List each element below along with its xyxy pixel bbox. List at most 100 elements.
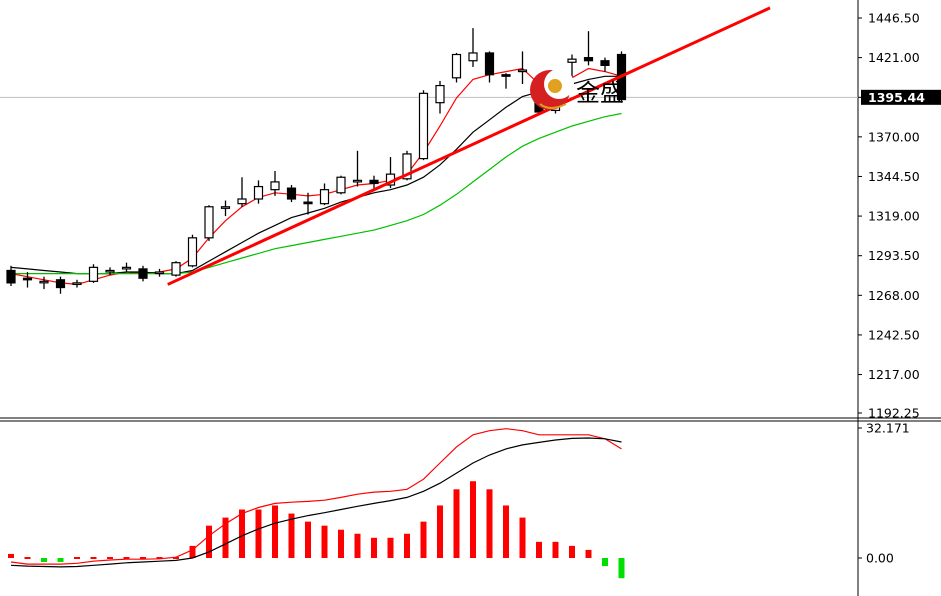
candle-body [237, 198, 247, 205]
histogram-bar [41, 558, 47, 563]
histogram-bar [437, 505, 443, 558]
histogram-bar [255, 509, 262, 558]
candle-body [171, 262, 181, 276]
candlestick [220, 200, 231, 217]
candle-body [319, 189, 330, 205]
y-tick-label: 1319.00 [868, 209, 920, 224]
candlestick [501, 73, 511, 89]
current-price-label: 1395.44 [868, 90, 925, 105]
moving-average-line-1 [10, 67, 622, 286]
histogram-bar [354, 533, 361, 558]
histogram-bar [206, 525, 212, 558]
candlestick [237, 177, 247, 207]
candlestick [517, 51, 528, 85]
candlestick [187, 234, 198, 268]
candlestick [72, 279, 82, 288]
y-tick-label: 1242.50 [868, 327, 920, 342]
candle-body [55, 279, 66, 289]
candlestick [468, 28, 478, 67]
candlestick [484, 51, 495, 83]
histogram-bar [8, 553, 14, 558]
candle-body [402, 153, 412, 180]
histogram-bar [288, 513, 295, 558]
histogram-bar [602, 558, 608, 567]
candlestick [171, 261, 181, 277]
candle-body [22, 277, 33, 281]
candle-body [121, 266, 132, 270]
histogram-bar [486, 489, 493, 558]
histogram-bar [387, 537, 394, 558]
candlestick [418, 90, 429, 161]
histogram-bar [189, 545, 196, 558]
y-tick-label: 1192.25 [868, 406, 920, 421]
candlestick [121, 262, 132, 273]
y-tick-label: 1370.00 [868, 129, 920, 144]
histogram-bar [321, 525, 328, 558]
candlestick [352, 150, 363, 187]
macd-tick-label: 0.00 [866, 551, 894, 566]
candle-body [187, 237, 198, 267]
candle-body [418, 92, 429, 160]
candlestick [39, 276, 49, 290]
candle-body [517, 69, 528, 73]
candle-body [583, 57, 594, 62]
y-tick-label: 1344.50 [868, 169, 920, 184]
histogram-bar [569, 545, 575, 558]
candlestick [286, 185, 297, 203]
candlestick [270, 171, 280, 196]
candle-body [154, 271, 165, 275]
candlestick [451, 52, 462, 83]
candle-body [270, 181, 280, 191]
candle-body [204, 206, 214, 239]
candlestick [138, 265, 148, 282]
candle-body [567, 58, 577, 63]
histogram-bar [585, 549, 592, 558]
macd-panel [8, 428, 625, 579]
jinsheng-logo-icon [530, 69, 574, 110]
candle-body [303, 201, 313, 205]
histogram-bar [519, 517, 526, 558]
candlestick [204, 205, 214, 241]
candle-body [88, 266, 99, 282]
y-tick-label: 1293.50 [868, 248, 920, 263]
candlestick [600, 57, 610, 72]
candle-body [435, 84, 445, 104]
moving-average-line-2 [10, 75, 622, 275]
histogram-bar [503, 505, 509, 558]
candle-body [600, 60, 610, 66]
candle-body [6, 269, 16, 284]
histogram-bar [470, 481, 476, 558]
candle-body [138, 268, 148, 279]
histogram-bar [420, 521, 427, 558]
y-tick-label: 1421.00 [868, 50, 920, 65]
histogram-bar [453, 489, 460, 558]
candlestick [253, 180, 264, 204]
candle-body [39, 280, 49, 284]
candlestick [105, 267, 115, 276]
histogram-bar [338, 529, 344, 558]
macd-axis: 32.171 0.00 [858, 421, 910, 566]
candle-body [220, 206, 231, 209]
candle-body [501, 74, 511, 77]
candlestick [583, 31, 594, 66]
histogram-bar [552, 541, 559, 558]
histogram-bar [404, 533, 410, 558]
histogram-bar [222, 517, 229, 558]
moving-average-line-3 [11, 112, 622, 275]
candle-body [336, 176, 346, 194]
histogram-bar [305, 521, 311, 558]
macd-line-2 [10, 437, 622, 568]
candle-body [468, 52, 478, 62]
candlestick [303, 192, 313, 215]
candle-body [105, 269, 115, 273]
current-price-tag [861, 89, 941, 105]
candlestick [435, 80, 445, 114]
candle-body [72, 282, 82, 286]
candlestick [22, 272, 33, 288]
candle-body [253, 185, 264, 200]
y-tick-label: 1217.00 [868, 367, 920, 382]
candlestick [336, 175, 346, 195]
jinsheng-watermark: 金盛 [530, 69, 624, 110]
histogram-bar [239, 509, 245, 558]
candlestick [55, 276, 66, 294]
